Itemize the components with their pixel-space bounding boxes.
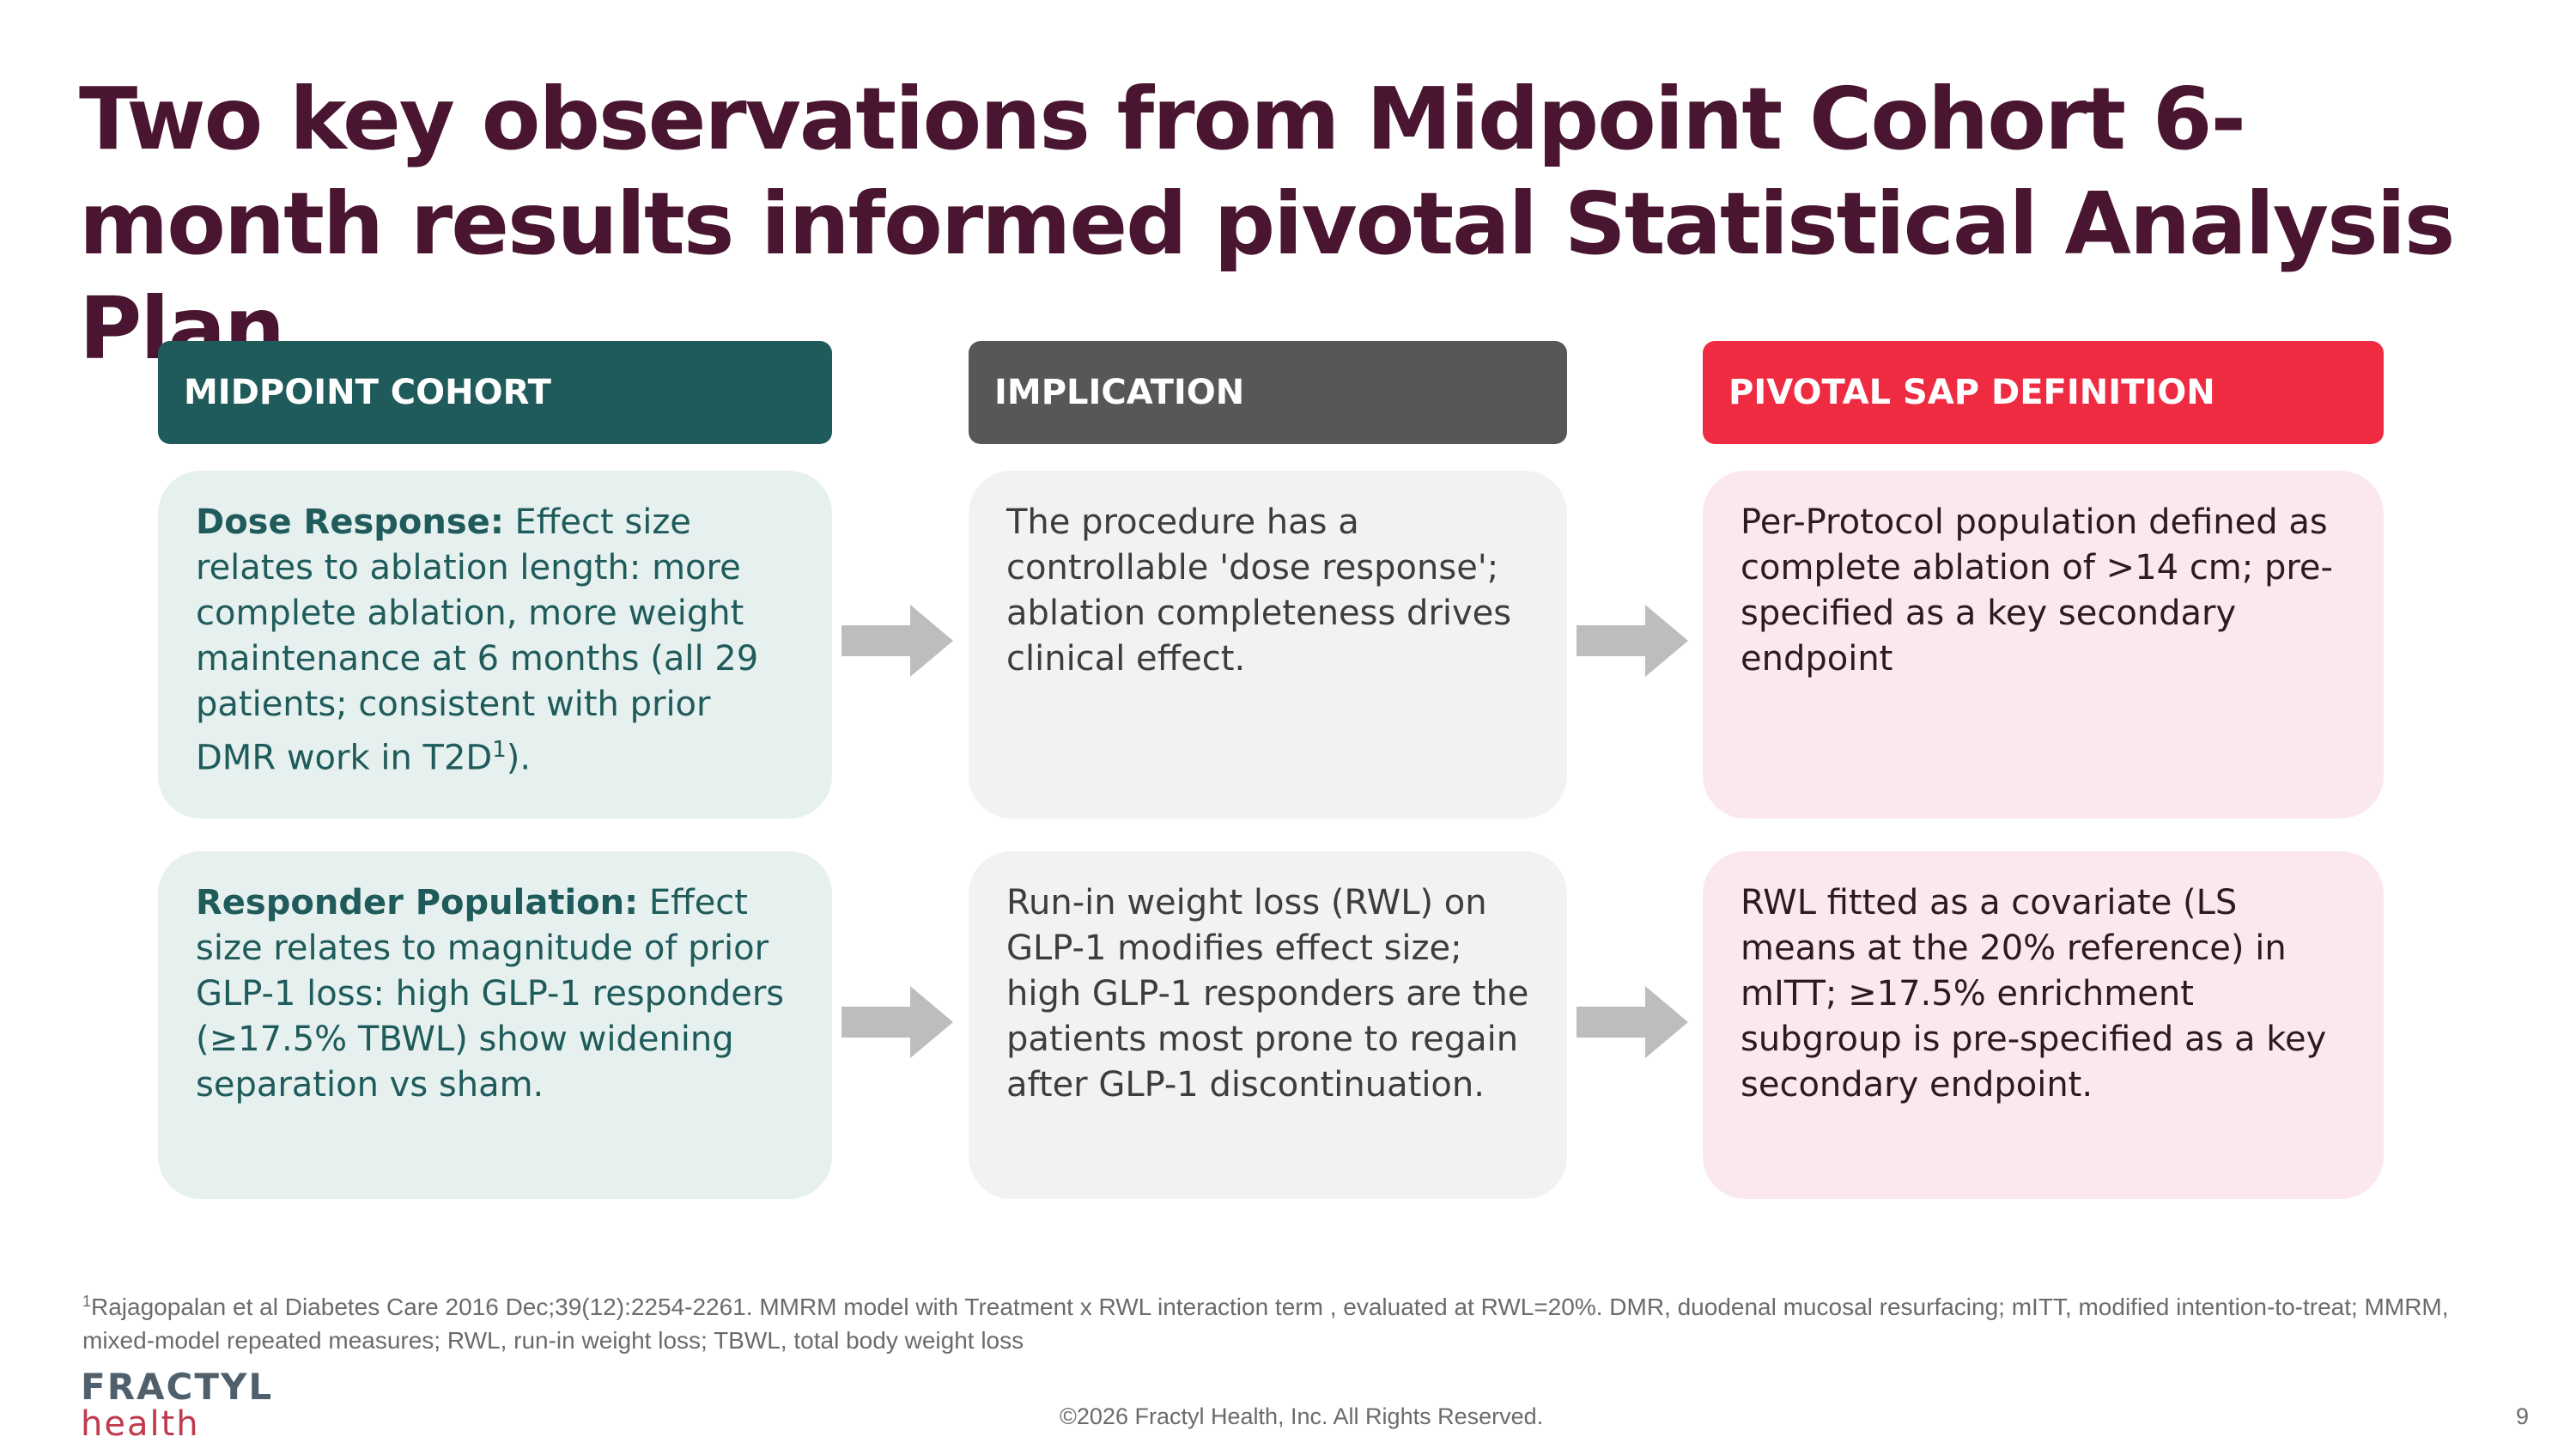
sap-column-header: PIVOTAL SAP DEFINITION xyxy=(1703,341,2384,444)
observation-tail: ). xyxy=(506,738,532,778)
right-arrow-icon xyxy=(841,986,953,1058)
right-arrow-icon xyxy=(1577,605,1688,677)
observation-card-responder-population: Responder Population: Effect size relate… xyxy=(158,851,832,1199)
right-arrow-icon xyxy=(1577,986,1688,1058)
page-title: Two key observations from Midpoint Cohor… xyxy=(79,69,2455,379)
page-number: 9 xyxy=(2516,1403,2530,1429)
observation-lead: Responder Population: xyxy=(196,883,639,922)
observation-column-header: MIDPOINT COHORT OBSERVATION xyxy=(158,341,832,515)
observation-text: Effect size relates to ablation length: … xyxy=(196,502,759,778)
implication-text: Run-in weight loss (RWL) on GLP-1 modifi… xyxy=(1006,883,1529,1105)
implication-card-responder-population: Run-in weight loss (RWL) on GLP-1 modifi… xyxy=(969,851,1567,1199)
footnote-marker: 1 xyxy=(82,1293,92,1310)
implication-card-dose-response: The procedure has a controllable 'dose r… xyxy=(969,471,1567,819)
company-logo: FRACTYL health xyxy=(81,1366,274,1444)
copyright-notice: ©2026 Fractyl Health, Inc. All Rights Re… xyxy=(1060,1403,1544,1429)
footnote-marker: 1 xyxy=(492,737,507,763)
right-arrow-icon xyxy=(841,605,953,677)
logo-wordmark-bottom: health xyxy=(81,1404,200,1444)
sap-card-dose-response: Per-Protocol population defined as compl… xyxy=(1703,471,2384,819)
footnote: 1Rajagopalan et al Diabetes Care 2016 De… xyxy=(82,1285,2504,1357)
sap-card-responder-population: RWL fitted as a covariate (LS means at t… xyxy=(1703,851,2384,1199)
logo-wordmark-top: FRACTYL xyxy=(81,1366,274,1408)
footnote-text: Rajagopalan et al Diabetes Care 2016 Dec… xyxy=(82,1294,2449,1354)
implication-column-header: IMPLICATION xyxy=(969,341,1567,444)
sap-text: Per-Protocol population defined as compl… xyxy=(1741,502,2333,679)
observation-lead: Dose Response: xyxy=(196,502,504,542)
observation-card-dose-response: Dose Response: Effect size relates to ab… xyxy=(158,471,832,819)
observation-text: Effect size relates to magnitude of prio… xyxy=(196,883,785,1105)
sap-text: RWL fitted as a covariate (LS means at t… xyxy=(1741,883,2327,1105)
implication-text: The procedure has a controllable 'dose r… xyxy=(1006,502,1512,679)
